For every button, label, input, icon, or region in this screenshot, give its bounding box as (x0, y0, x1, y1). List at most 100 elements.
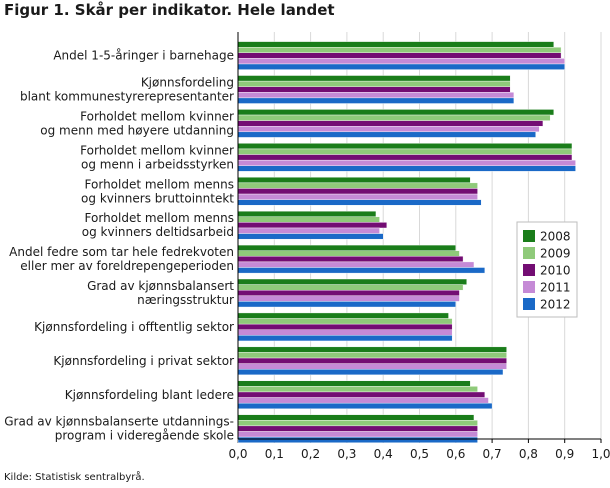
bar-2008 (237, 380, 471, 387)
category-label: Kjønnsfordeling (141, 76, 234, 90)
bar-2009 (237, 386, 478, 393)
bar-2012 (237, 63, 565, 70)
bar-2010 (237, 120, 544, 127)
x-tick-label: 0,1 (265, 447, 284, 461)
bar-2012 (237, 97, 515, 104)
category-label: blant kommunestyrerepresentanter (20, 90, 234, 104)
bar-2009 (237, 420, 478, 427)
bar-2011 (237, 397, 489, 404)
category-label: Kjønnsfordeling blant ledere (65, 388, 234, 402)
category-label: Forholdet mellom menns (85, 211, 234, 225)
bar-2009 (237, 114, 551, 121)
bar-2009 (237, 182, 478, 189)
chart-title: Figur 1. Skår per indikator. Hele landet (4, 1, 335, 19)
bar-2011 (237, 431, 478, 438)
category-label: næringsstruktur (137, 293, 234, 307)
x-tick-label: 0,7 (483, 447, 502, 461)
bar-2012 (237, 131, 536, 138)
bar-2012 (237, 267, 486, 274)
category-label: Kjønnsfordeling i privat sektor (53, 354, 234, 368)
bar-2008 (237, 41, 555, 48)
bar-2009 (237, 250, 460, 257)
bar-2011 (237, 159, 576, 166)
category-label: program i videregående skole (55, 429, 234, 443)
legend-swatch-2010 (523, 264, 535, 276)
bar-2008 (237, 244, 457, 251)
bar-2012 (237, 301, 457, 308)
bar-2010 (237, 357, 507, 364)
x-tick-label: 0,6 (446, 447, 465, 461)
bar-2010 (237, 154, 573, 161)
legend-swatch-2012 (523, 298, 535, 310)
category-label: og kvinners bruttoinntekt (81, 191, 234, 205)
legend-label: 2011 (540, 281, 571, 295)
bar-2012 (237, 402, 493, 409)
category-label: og menn med høyere utdanning (40, 123, 234, 137)
x-tick-label: 1,0 (591, 447, 610, 461)
legend-swatch-2009 (523, 247, 535, 259)
category-label: Forholdet mellom menns (85, 177, 234, 191)
bar-2011 (237, 363, 507, 370)
bar-2009 (237, 284, 464, 291)
bar-2008 (237, 312, 449, 319)
x-tick-label: 0,4 (374, 447, 393, 461)
bar-2012 (237, 335, 453, 342)
bar-2011 (237, 92, 515, 99)
category-label: og menn i arbeidsstyrken (81, 157, 234, 171)
bar-2011 (237, 329, 453, 336)
bar-2008 (237, 177, 471, 184)
bar-2011 (237, 58, 565, 65)
x-tick-label: 0,8 (519, 447, 538, 461)
legend: 2008 2009 2010 2011 2012 (516, 221, 578, 318)
bar-2012 (237, 233, 384, 240)
bar-2008 (237, 414, 475, 421)
bar-2010 (237, 222, 388, 229)
bar-2012 (237, 199, 482, 206)
bar-2010 (237, 52, 562, 59)
bar-2011 (237, 126, 540, 133)
bar-2008 (237, 278, 467, 285)
bar-2010 (237, 425, 478, 432)
bar-2008 (237, 346, 507, 353)
bar-2009 (237, 47, 562, 54)
bar-2010 (237, 256, 464, 263)
x-tick-label: 0,3 (337, 447, 356, 461)
axes (237, 32, 601, 440)
category-label: eller mer av foreldrepengeperioden (20, 259, 234, 273)
x-tick-labels: 0,0 0,1 0,2 0,3 0,4 0,5 0,6 0,7 0,8 0,9 1,0 (228, 447, 610, 461)
x-tick-label: 0,0 (228, 447, 247, 461)
category-labels: Andel 1-5-åringer i barnehage Kjønnsforde… (4, 49, 234, 443)
bar-2011 (237, 295, 460, 302)
bar-2012 (237, 436, 478, 443)
legend-swatch-2008 (523, 230, 535, 242)
bar-2009 (237, 148, 573, 155)
legend-swatch-2011 (523, 281, 535, 293)
bar-2011 (237, 261, 475, 268)
category-label: Andel 1-5-åringer i barnehage (53, 49, 234, 63)
bar-2010 (237, 391, 486, 398)
bar-2012 (237, 369, 504, 376)
category-label: og kvinners deltidsarbeid (82, 225, 234, 239)
bar-2010 (237, 323, 453, 330)
bar-2011 (237, 193, 478, 200)
bar-2009 (237, 318, 453, 325)
bar-2008 (237, 75, 511, 82)
bar-chart: Andel 1-5-åringer i barnehage Kjønnsforde… (4, 32, 610, 461)
bar-2012 (237, 165, 576, 172)
legend-label: 2008 (540, 230, 571, 244)
bar-2008 (237, 109, 555, 116)
category-label: Forholdet mellom kvinner (80, 143, 234, 157)
category-label: Forholdet mellom kvinner (80, 109, 234, 123)
category-label: Andel fedre som tar hele fedrekvoten (9, 245, 234, 259)
bar-2011 (237, 227, 380, 234)
bar-2009 (237, 216, 380, 223)
x-tick-label: 0,5 (410, 447, 429, 461)
bar-2010 (237, 188, 478, 195)
category-label: Grad av kjønnsbalansert (87, 279, 234, 293)
bar-2010 (237, 290, 460, 297)
bar-2009 (237, 352, 507, 359)
bar-2010 (237, 86, 511, 93)
legend-label: 2010 (540, 264, 571, 278)
category-label: Grad av kjønnsbalanserte utdannings- (4, 415, 234, 429)
bar-2009 (237, 80, 511, 87)
